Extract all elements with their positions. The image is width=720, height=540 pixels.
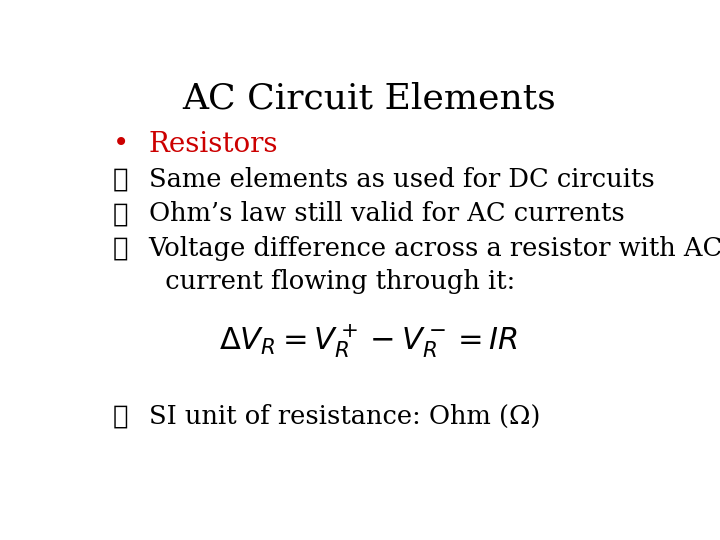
Text: Same elements as used for DC circuits: Same elements as used for DC circuits xyxy=(148,167,654,192)
Text: ➢: ➢ xyxy=(113,167,128,192)
Text: SI unit of resistance: Ohm (Ω): SI unit of resistance: Ohm (Ω) xyxy=(148,404,540,429)
Text: AC Circuit Elements: AC Circuit Elements xyxy=(182,82,556,116)
Text: •: • xyxy=(112,131,129,158)
Text: ➢: ➢ xyxy=(113,235,128,261)
Text: current flowing through it:: current flowing through it: xyxy=(148,268,515,294)
Text: ➢: ➢ xyxy=(113,404,128,429)
Text: ➢: ➢ xyxy=(113,201,128,226)
Text: Voltage difference across a resistor with AC: Voltage difference across a resistor wit… xyxy=(148,235,720,261)
Text: Ohm’s law still valid for AC currents: Ohm’s law still valid for AC currents xyxy=(148,201,624,226)
Text: Resistors: Resistors xyxy=(148,131,278,158)
Text: $\Delta V_R = V_R^+ - V_R^- = IR$: $\Delta V_R = V_R^+ - V_R^- = IR$ xyxy=(220,322,518,360)
